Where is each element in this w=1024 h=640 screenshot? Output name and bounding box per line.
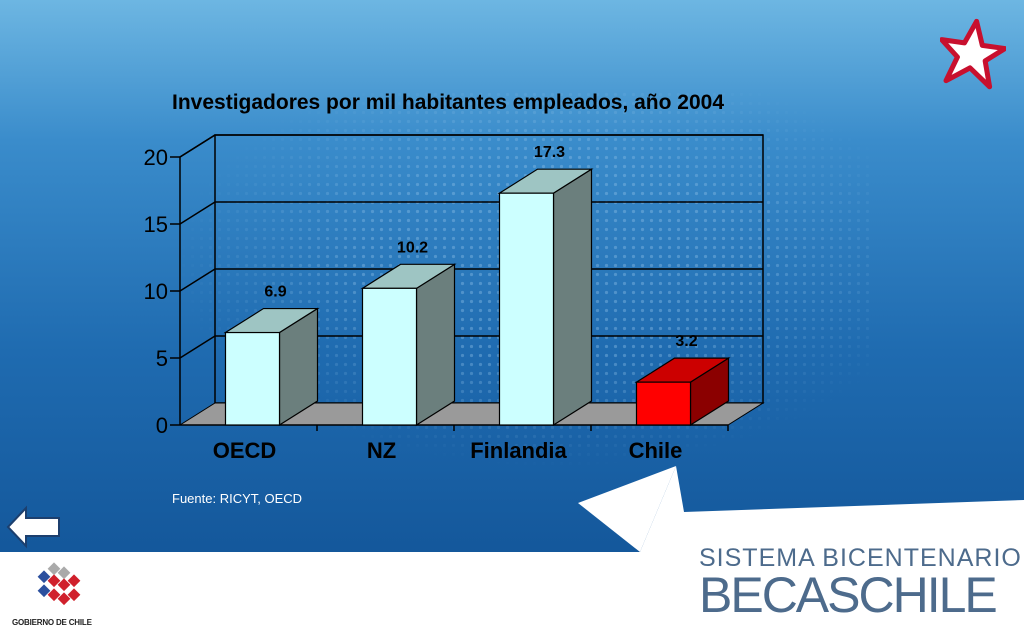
y-tick-label: 5 — [156, 346, 168, 371]
gobierno-de-chile-text: GOBIERNO DE CHILE — [12, 618, 92, 627]
chart-title: Investigadores por mil habitantes emplea… — [172, 91, 725, 114]
x-tick-label: NZ — [367, 438, 396, 463]
gridline — [179, 201, 763, 225]
bar-oecd — [223, 307, 320, 427]
bar-front — [498, 192, 555, 426]
bar-side — [415, 263, 456, 427]
star-logo-icon — [940, 18, 1006, 90]
data-label: 10.2 — [397, 239, 428, 256]
bar-front — [361, 287, 418, 426]
bar-front — [224, 331, 281, 426]
gobierno-de-chile-logo — [37, 562, 81, 606]
back-arrow-icon — [6, 505, 60, 549]
bar-chile — [634, 357, 731, 427]
bar-finlandia — [497, 168, 594, 427]
data-label: 6.9 — [264, 284, 286, 301]
x-tick-label: Chile — [629, 438, 683, 463]
source-note: Fuente: RICYT, OECD — [172, 491, 303, 506]
x-tick-label: Finlandia — [470, 438, 567, 463]
program-name-line2: BECASCHILE — [699, 567, 998, 623]
y-tick-label: 15 — [144, 212, 168, 237]
x-tick-label: OECD — [213, 438, 277, 463]
back-arrow-button[interactable] — [6, 504, 62, 550]
bar-nz — [360, 263, 457, 427]
program-name-line1: SISTEMA BICENTENARIO — [699, 544, 1022, 572]
y-tick-label: 20 — [144, 145, 168, 170]
footer-star-ray — [578, 466, 676, 552]
data-label: 3.2 — [675, 333, 697, 350]
y-tick-label: 10 — [144, 279, 168, 304]
data-label: 17.3 — [534, 144, 565, 161]
footer-white-wave — [0, 466, 1024, 640]
bar-front — [635, 381, 692, 426]
y-tick-label: 0 — [156, 413, 168, 438]
gridline — [179, 134, 763, 158]
bar-side — [552, 168, 593, 427]
